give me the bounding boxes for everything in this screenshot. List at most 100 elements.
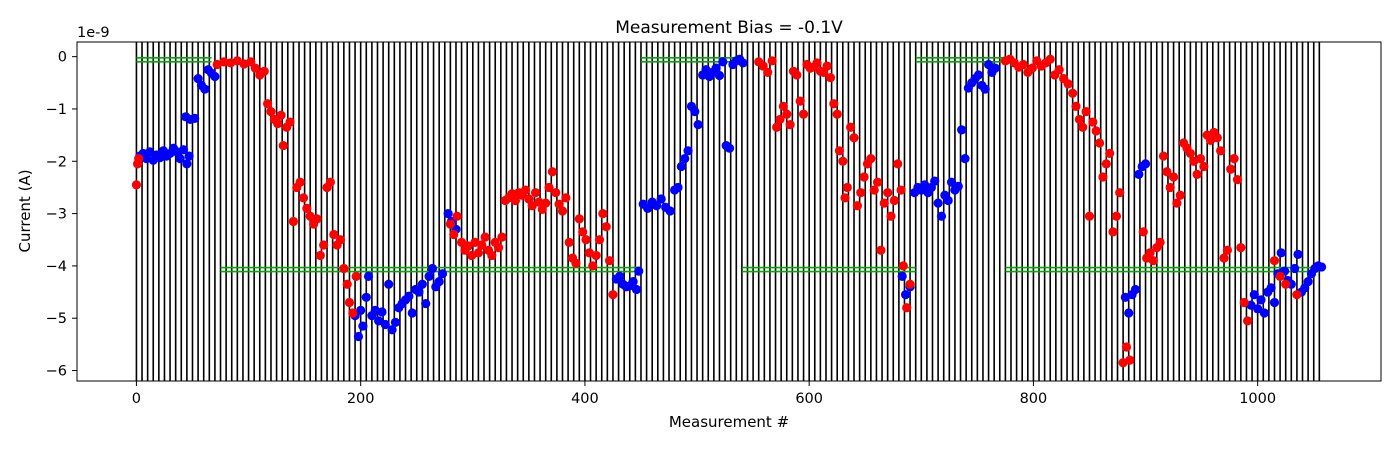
data-point (812, 58, 822, 68)
data-point (384, 279, 394, 289)
data-point (795, 96, 805, 106)
data-point (1018, 59, 1028, 70)
data-point (377, 307, 387, 317)
data-point (1239, 297, 1249, 308)
x-axis-ticks: 0 200 400 600 800 1000 (132, 381, 1276, 407)
y-tick-label: −5 (46, 311, 67, 327)
data-point (598, 208, 608, 219)
y-tick-label: −3 (46, 207, 67, 223)
data-point (210, 71, 220, 82)
data-point (1269, 256, 1280, 266)
data-point (554, 199, 564, 209)
data-point (1108, 227, 1118, 237)
series-layer (131, 54, 1327, 368)
data-point (285, 117, 295, 127)
data-point (541, 198, 551, 208)
data-point (131, 180, 142, 190)
data-point (524, 194, 534, 204)
data-point (832, 109, 842, 119)
data-point (534, 197, 544, 207)
data-point (443, 208, 453, 219)
data-point (652, 201, 662, 211)
y-tick-label: 0 (58, 50, 67, 66)
data-point (676, 161, 686, 172)
data-point (380, 319, 390, 330)
data-point (407, 308, 417, 318)
data-point (591, 250, 601, 261)
data-point (497, 232, 507, 242)
data-point (1199, 161, 1209, 172)
data-point (1212, 133, 1222, 143)
x-tick-label: 600 (795, 391, 823, 407)
data-point (680, 154, 690, 164)
data-point (456, 237, 467, 247)
data-point (1105, 148, 1115, 159)
data-point (356, 305, 366, 315)
y-tick-label: −4 (46, 259, 67, 275)
data-point (1074, 114, 1084, 125)
data-point (276, 110, 286, 120)
data-point (852, 201, 862, 211)
data-point (930, 176, 940, 186)
data-point (883, 188, 893, 198)
data-point (1124, 308, 1134, 318)
y-axis-label: Current (A) (16, 169, 34, 252)
data-point (564, 237, 574, 247)
data-point (298, 193, 309, 203)
data-point (604, 256, 615, 266)
data-point (374, 316, 384, 326)
data-point (1266, 283, 1276, 293)
data-point (1091, 126, 1101, 136)
data-point (933, 198, 943, 208)
data-point (427, 263, 438, 274)
x-tick-label: 400 (571, 391, 599, 407)
data-point (1229, 154, 1239, 164)
x-tick-label: 800 (1020, 391, 1048, 407)
data-point (1216, 146, 1226, 156)
data-point (1249, 290, 1259, 300)
y-tick-label: −2 (46, 154, 67, 170)
plot-frame (76, 41, 1382, 382)
data-point (711, 63, 721, 73)
data-point (1081, 106, 1091, 117)
data-point (980, 84, 990, 94)
data-point (792, 70, 802, 80)
data-point (693, 120, 703, 130)
data-point (1269, 297, 1280, 308)
data-point (601, 222, 611, 232)
data-point (1253, 304, 1263, 314)
data-point (1259, 308, 1269, 318)
data-point (856, 188, 866, 198)
data-point (1045, 54, 1055, 64)
data-point (1084, 211, 1095, 221)
data-point (943, 195, 953, 206)
data-point (1063, 79, 1073, 89)
data-point (838, 156, 848, 166)
data-point (344, 297, 355, 308)
data-point (571, 258, 581, 268)
data-point (953, 181, 963, 191)
data-point (1027, 63, 1037, 73)
data-point (588, 261, 598, 271)
data-point (547, 167, 558, 177)
data-point (1098, 172, 1108, 182)
data-point (902, 303, 912, 313)
data-point (1125, 355, 1135, 365)
data-point (849, 133, 859, 143)
data-point (182, 159, 192, 169)
data-point (1219, 253, 1229, 263)
data-point (445, 219, 455, 229)
data-point (551, 188, 561, 198)
data-point (886, 211, 896, 221)
y-axis-ticks: 0 −1 −2 −3 −4 −5 −6 (46, 50, 77, 380)
data-point (683, 146, 693, 156)
data-point (822, 61, 832, 71)
data-point (452, 211, 462, 221)
data-point (1140, 159, 1151, 169)
data-point (1303, 277, 1313, 287)
data-point (1290, 263, 1300, 274)
data-point (342, 279, 352, 289)
data-point (1094, 138, 1105, 148)
data-point (1054, 65, 1064, 75)
